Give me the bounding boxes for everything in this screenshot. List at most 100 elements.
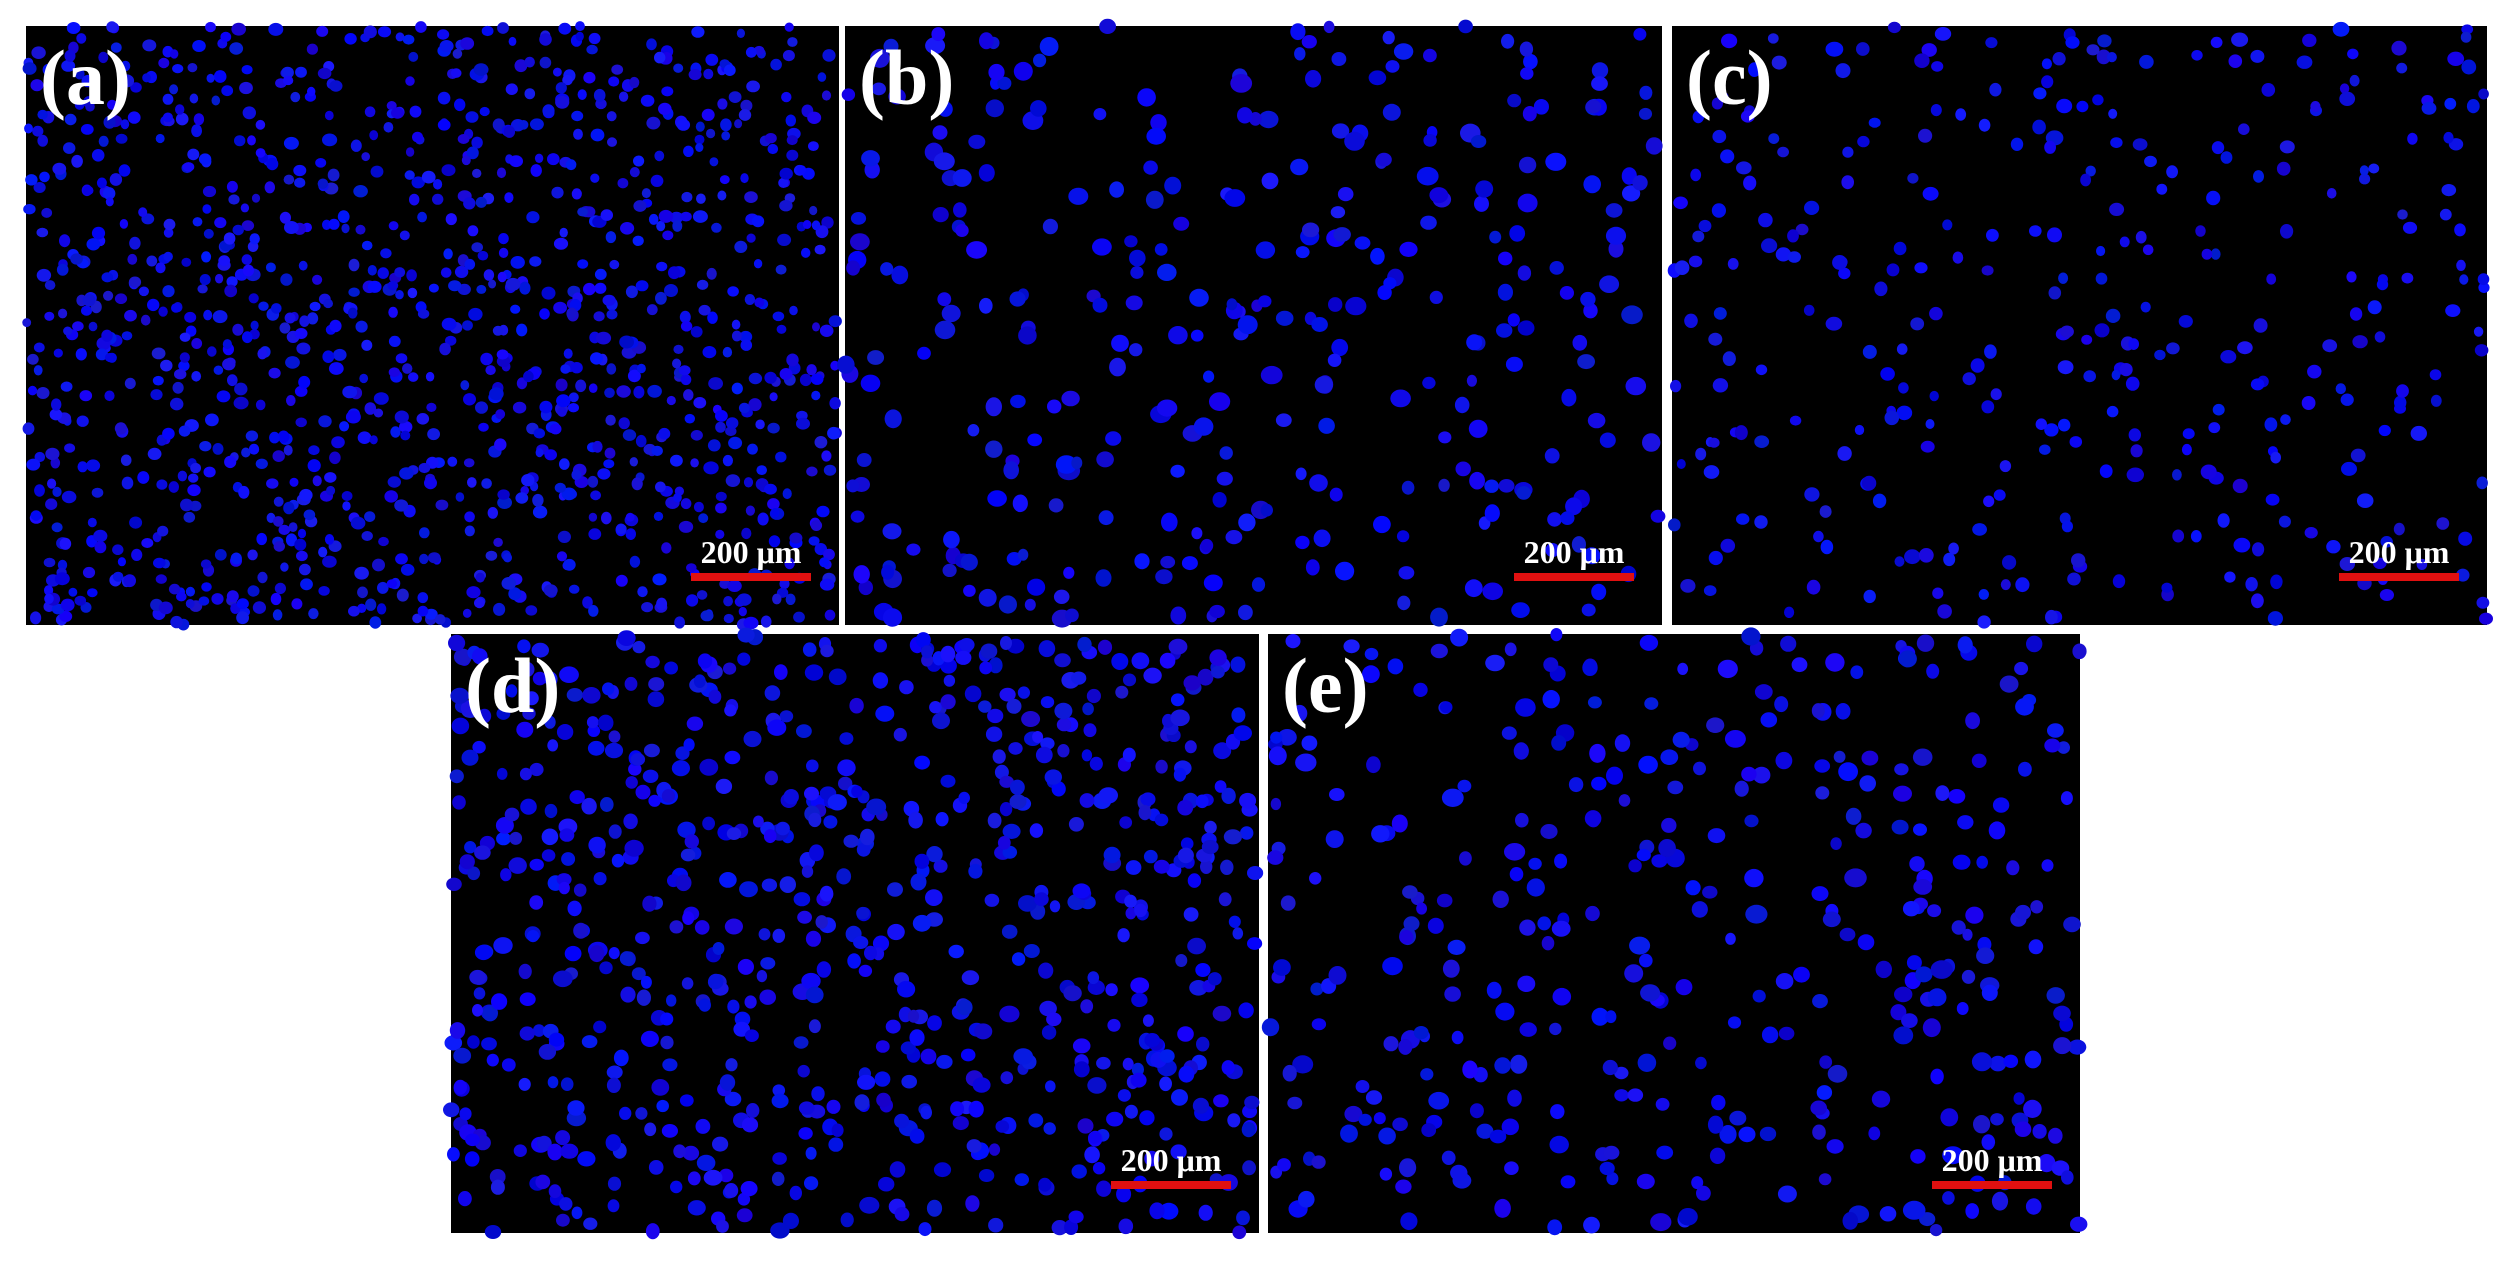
cell-nucleus [819,885,834,902]
cell-nucleus [399,230,410,241]
cell-nucleus [370,165,384,178]
cell-nucleus [1661,817,1677,833]
cell-nucleus [548,1184,562,1199]
cell-nucleus [1857,934,1875,951]
cell-nucleus [1752,766,1771,784]
cell-nucleus [850,510,865,523]
cell-nucleus [570,362,583,374]
cell-nucleus [418,462,431,474]
cell-nucleus [2166,342,2180,355]
cell-nucleus [774,664,788,680]
cell-nucleus [805,986,824,1004]
cell-nucleus [1201,839,1219,855]
cell-nucleus [555,1130,571,1146]
cell-nucleus [296,342,311,355]
cell-nucleus [2058,272,2069,284]
cell-nucleus [513,1144,527,1157]
cell-nucleus [26,458,41,471]
cell-nucleus [61,60,76,72]
cell-nucleus [575,379,587,393]
cell-nucleus [524,88,536,100]
cell-nucleus [698,513,709,524]
cell-nucleus [1901,1013,1918,1028]
cell-nucleus [1583,303,1598,319]
cell-nucleus [1501,1118,1519,1136]
cell-nucleus [625,285,638,299]
cell-nucleus [1708,437,1720,448]
cell-nucleus [561,852,576,866]
cell-nucleus [1988,821,2006,840]
cell-nucleus [1644,697,1659,710]
cell-nucleus [255,399,266,411]
cell-nucleus [141,538,154,548]
cell-nucleus [2352,335,2368,349]
cell-nucleus [1314,376,1333,394]
cell-nucleus [557,406,567,417]
cell-nucleus [458,1191,472,1207]
cell-nucleus [508,36,517,46]
cell-nucleus [582,596,593,609]
cell-nucleus [601,511,612,525]
cell-nucleus [2061,1170,2074,1185]
cell-nucleus [54,572,70,586]
cell-nucleus [472,648,488,665]
cell-nucleus [937,292,952,307]
cell-nucleus [395,553,408,565]
cell-nucleus [482,1005,498,1022]
cell-nucleus [289,477,299,487]
cell-nucleus [1591,76,1608,91]
cell-nucleus [1844,868,1867,888]
cell-nucleus [1603,1145,1620,1160]
cell-nucleus [631,477,643,491]
cell-nucleus [1071,456,1083,470]
cell-nucleus [654,51,666,64]
cell-nucleus [1466,334,1483,351]
cell-nucleus [257,348,268,360]
cell-nucleus [824,609,836,621]
cell-nucleus [1915,966,1933,983]
cell-nucleus [218,255,231,266]
cell-nucleus [1989,82,2002,97]
cell-nucleus [1639,953,1653,968]
cell-nucleus [293,164,307,177]
cell-nucleus [1247,866,1264,880]
cell-nucleus [1507,313,1520,327]
cell-nucleus [753,259,763,269]
cell-nucleus [1402,885,1418,899]
cell-nucleus [236,611,250,625]
cell-nucleus [1457,779,1472,793]
cell-nucleus [787,37,798,47]
cell-nucleus [439,342,451,356]
cell-nucleus [680,498,692,510]
cell-nucleus [760,957,776,970]
cell-nucleus [1111,334,1129,352]
cell-nucleus [743,616,759,630]
cell-nucleus [1884,410,1900,426]
cell-nucleus [932,125,948,140]
cell-nucleus [1195,963,1211,977]
cell-nucleus [60,381,73,392]
cell-nucleus [316,25,329,37]
cell-nucleus [669,920,684,934]
cell-nucleus [1984,344,1997,359]
cell-nucleus [1183,907,1199,922]
cell-nucleus [827,426,841,440]
cell-nucleus [1413,1026,1429,1040]
cell-nucleus [1365,1090,1383,1105]
cell-nucleus [459,854,475,870]
cell-nucleus [605,231,617,244]
cell-nucleus [1178,1065,1195,1083]
cell-nucleus [359,373,369,384]
cell-nucleus [1816,1085,1833,1100]
cell-nucleus [1370,247,1385,265]
cell-nucleus [178,425,191,437]
cell-nucleus [764,685,781,701]
cell-nucleus [646,38,657,51]
cell-nucleus [501,577,517,590]
cell-nucleus [1842,146,1854,158]
cell-nucleus [972,1077,991,1093]
cell-nucleus [607,1199,620,1213]
cell-nucleus [768,535,781,548]
cell-nucleus [771,1171,785,1186]
cell-nucleus [1177,1026,1194,1042]
